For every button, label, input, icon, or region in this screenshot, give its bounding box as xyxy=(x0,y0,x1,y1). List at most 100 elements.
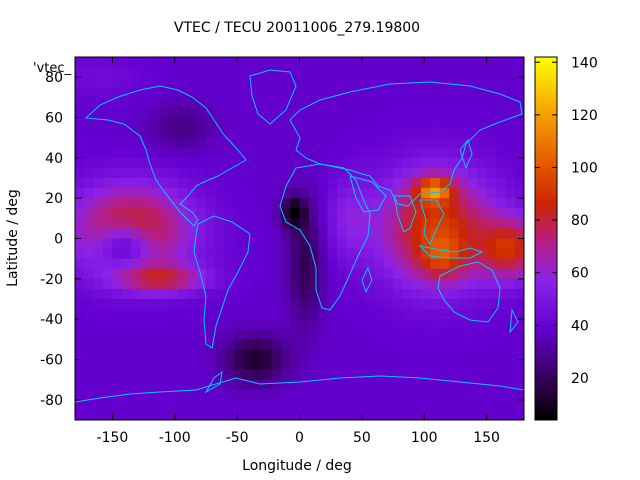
heatmap-cell xyxy=(421,409,432,420)
heatmap-cell xyxy=(402,369,413,381)
heatmap-cell xyxy=(168,57,179,68)
heatmap-cell xyxy=(336,218,347,230)
heatmap-cell xyxy=(131,369,142,381)
heatmap-cell xyxy=(159,77,170,88)
heatmap-cell xyxy=(187,288,198,300)
heatmap-cell xyxy=(336,157,347,169)
heatmap-cell xyxy=(327,369,338,381)
heatmap-cell xyxy=(477,147,488,159)
heatmap-cell xyxy=(243,218,254,230)
heatmap-cell xyxy=(374,97,385,109)
heatmap-cell xyxy=(215,117,226,129)
heatmap-cell xyxy=(149,117,160,129)
heatmap-cell xyxy=(215,319,226,330)
heatmap-cell xyxy=(374,57,385,68)
heatmap-cell xyxy=(411,329,422,340)
heatmap-cell xyxy=(514,309,524,320)
heatmap-cell xyxy=(112,147,123,159)
heatmap-cell xyxy=(430,409,441,420)
heatmap-cell xyxy=(318,137,329,149)
heatmap-cell xyxy=(112,409,123,420)
heatmap-cell xyxy=(346,218,357,230)
heatmap-cell xyxy=(75,218,85,230)
heatmap-cell xyxy=(234,87,244,98)
heatmap-cell xyxy=(327,258,338,270)
heatmap-cell xyxy=(243,77,254,88)
heatmap-cell xyxy=(290,57,301,68)
heatmap-cell xyxy=(252,178,263,189)
heatmap-cell xyxy=(383,188,394,199)
heatmap-cell xyxy=(103,147,114,159)
heatmap-cell xyxy=(75,309,85,320)
heatmap-cell xyxy=(84,268,95,280)
heatmap-cell xyxy=(84,167,95,179)
heatmap-cell xyxy=(467,238,478,250)
heatmap-cell xyxy=(271,248,282,260)
heatmap-cell xyxy=(243,127,254,139)
heatmap-cell xyxy=(121,349,132,361)
heatmap-cell xyxy=(383,268,394,280)
heatmap-cell xyxy=(112,258,123,270)
heatmap-cell xyxy=(393,258,403,270)
heatmap-cell xyxy=(140,309,151,320)
heatmap-cell xyxy=(364,319,375,330)
heatmap-cell xyxy=(402,57,413,68)
heatmap-cell xyxy=(252,369,263,381)
heatmap-cell xyxy=(364,228,375,240)
heatmap-cell xyxy=(234,409,244,420)
heatmap-cell xyxy=(196,399,207,411)
heatmap-cell xyxy=(467,198,478,209)
heatmap-cell xyxy=(187,107,198,119)
heatmap-cell xyxy=(75,278,85,290)
heatmap-cell xyxy=(393,238,403,250)
heatmap-cell xyxy=(93,67,104,78)
heatmap-cell xyxy=(112,198,123,209)
heatmap-cell xyxy=(234,278,244,290)
heatmap-cell xyxy=(514,349,524,361)
heatmap-cell xyxy=(103,309,114,320)
heatmap-cell xyxy=(112,127,123,139)
heatmap-cell xyxy=(393,157,403,169)
heatmap-cell xyxy=(196,248,207,260)
heatmap-cell xyxy=(336,198,347,209)
heatmap-cell xyxy=(271,77,282,88)
heatmap-cell xyxy=(196,349,207,361)
heatmap-cell xyxy=(243,258,254,270)
heatmap-cell xyxy=(374,389,385,401)
heatmap-cell xyxy=(495,278,506,290)
heatmap-cell xyxy=(159,87,170,98)
heatmap-cell xyxy=(131,339,142,351)
heatmap-cell xyxy=(140,127,151,139)
heatmap-cell xyxy=(308,379,319,391)
heatmap-cell xyxy=(336,87,347,98)
heatmap-cell xyxy=(411,319,422,330)
heatmap-cell xyxy=(93,329,104,340)
heatmap-cell xyxy=(224,329,235,340)
heatmap-cell xyxy=(421,389,432,401)
heatmap-cell xyxy=(75,389,85,401)
heatmap-cell xyxy=(505,309,516,320)
heatmap-cell xyxy=(439,349,450,361)
heatmap-cell xyxy=(327,339,338,351)
heatmap-cell xyxy=(131,67,142,78)
heatmap-cell xyxy=(449,319,460,330)
heatmap-cell xyxy=(252,299,263,310)
heatmap-cell xyxy=(374,157,385,169)
heatmap-cell xyxy=(140,349,151,361)
y-tick-label: -80 xyxy=(40,393,63,409)
heatmap-cell xyxy=(252,379,263,391)
heatmap-cell xyxy=(355,379,366,391)
heatmap-cell xyxy=(467,278,478,290)
heatmap-cell xyxy=(355,339,366,351)
heatmap-cell xyxy=(224,309,235,320)
heatmap-cell xyxy=(177,369,188,381)
heatmap-cell xyxy=(495,349,506,361)
heatmap-cell xyxy=(495,228,506,240)
heatmap-cell xyxy=(121,97,132,109)
heatmap-cell xyxy=(271,359,282,371)
heatmap-cell xyxy=(393,299,403,310)
heatmap-cell xyxy=(234,107,244,119)
heatmap-cell xyxy=(280,198,291,209)
heatmap-cell xyxy=(374,198,385,209)
coastline-australia xyxy=(437,261,501,323)
